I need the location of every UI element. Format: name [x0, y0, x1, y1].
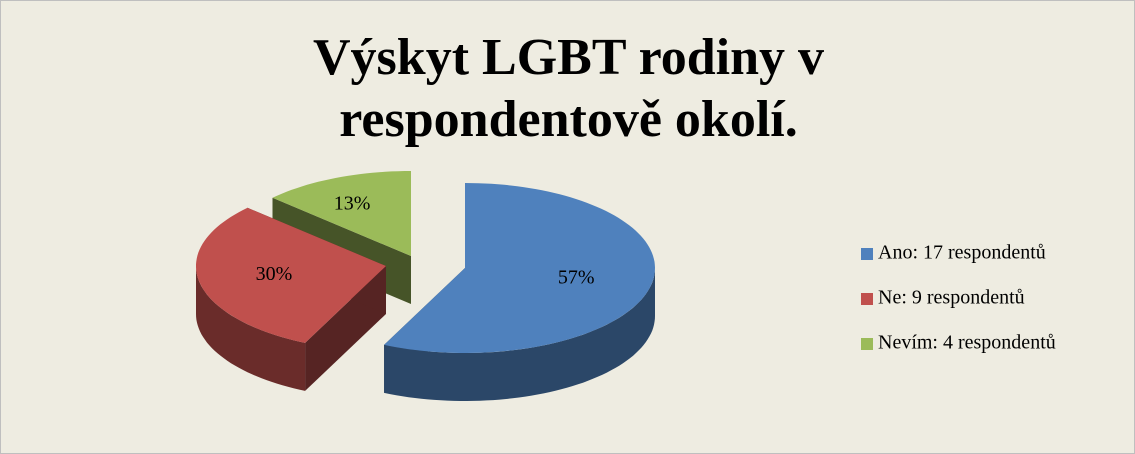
legend-swatch: [861, 293, 873, 305]
slice-top: [196, 207, 386, 343]
slice-side: [384, 268, 655, 401]
chart-title: Výskyt LGBT rodiny v respondentově okolí…: [312, 29, 824, 148]
slice: 57%: [384, 183, 655, 401]
legend-label: Nevím: 4 respondentů: [878, 332, 1056, 354]
slice: 30%: [196, 207, 386, 391]
legend-swatch: [861, 248, 873, 260]
data-label: 13%: [334, 193, 371, 215]
slice-side: [196, 266, 306, 391]
slice-top: [384, 183, 655, 353]
data-label: 30%: [256, 263, 293, 285]
legend-label: Ne: 9 respondentů: [878, 287, 1025, 309]
slice-top: [272, 171, 411, 256]
legend-swatch: [861, 338, 873, 350]
data-label: 57%: [558, 267, 595, 289]
legend-label: Ano: 17 respondentů: [878, 242, 1046, 264]
